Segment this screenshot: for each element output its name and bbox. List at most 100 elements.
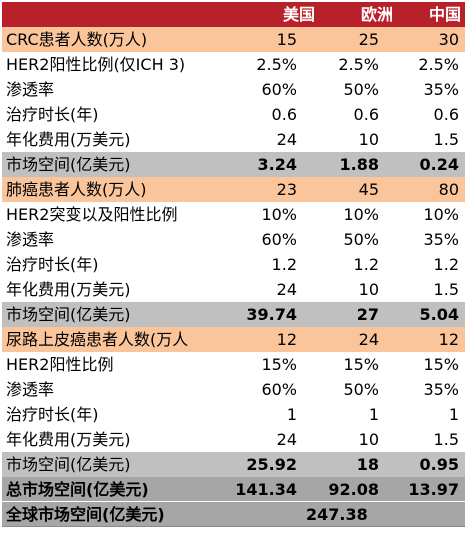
row-label: 渗透率: [6, 230, 55, 249]
table-row: 治疗时长(年) 0.6 0.6 0.6: [2, 102, 465, 127]
header-china: 中国: [428, 5, 461, 24]
cell-europe: 1.88: [339, 155, 379, 174]
cell-usa: 10%: [261, 205, 297, 224]
cell-europe: 10: [358, 280, 379, 299]
cell-usa: 1: [286, 405, 297, 424]
cell-europe: 24: [358, 330, 379, 349]
row-label: 市场空间(亿美元): [6, 155, 131, 174]
table-row: 市场空间(亿美元) 39.74 27 5.04: [2, 302, 465, 327]
cell-usa: 24: [276, 130, 297, 149]
cell-europe: 50%: [343, 380, 379, 399]
cell-usa: 1.2: [271, 255, 297, 274]
cell-usa: 24: [276, 280, 297, 299]
table-row: 尿路上皮癌患者人数(万人 12 24 12: [2, 327, 465, 352]
cell-usa: 60%: [261, 230, 297, 249]
table-row: 年化费用(万美元) 24 10 1.5: [2, 277, 465, 302]
cell-china: 1.2: [433, 255, 459, 274]
header-usa: 美国: [282, 5, 315, 24]
row-label: HER2阳性比例(仅ICH 3): [6, 55, 186, 74]
cell-china: 1: [448, 405, 459, 424]
row-label: 治疗时长(年): [6, 405, 99, 424]
table-row: CRC患者人数(万人) 15 25 30: [2, 27, 465, 52]
cell-usa: 15%: [261, 355, 297, 374]
cell-usa: 15: [276, 30, 297, 49]
table-row: 市场空间(亿美元) 3.24 1.88 0.24: [2, 152, 465, 177]
cell-europe: 10: [358, 130, 379, 149]
row-label: 治疗时长(年): [6, 255, 99, 274]
total-label: 总市场空间(亿美元): [6, 480, 149, 499]
cell-china: 10%: [423, 205, 459, 224]
total-europe: 92.08: [328, 480, 379, 499]
cell-europe: 50%: [343, 230, 379, 249]
cell-europe: 45: [358, 180, 379, 199]
cell-china: 12: [438, 330, 459, 349]
table-row: 渗透率 60% 50% 35%: [2, 77, 465, 102]
table-row: 肺癌患者人数(万人) 23 45 80: [2, 177, 465, 202]
row-label: 年化费用(万美元): [6, 280, 131, 299]
cell-europe: 0.6: [353, 105, 379, 124]
market-size-table: 美国 欧洲 中国 CRC患者人数(万人) 15 25 30 HER2阳性比例(仅…: [2, 2, 465, 527]
cell-europe: 50%: [343, 80, 379, 99]
cell-europe: 25: [358, 30, 379, 49]
cell-usa: 3.24: [257, 155, 297, 174]
cell-china: 35%: [423, 230, 459, 249]
row-label: HER2阳性比例: [6, 355, 114, 374]
row-label: 年化费用(万美元): [6, 130, 131, 149]
row-label: 市场空间(亿美元): [6, 305, 131, 324]
cell-usa: 2.5%: [256, 55, 297, 74]
table-row: 渗透率 60% 50% 35%: [2, 377, 465, 402]
row-label: 年化费用(万美元): [6, 430, 131, 449]
table-row: 年化费用(万美元) 24 10 1.5: [2, 427, 465, 452]
total-row: 总市场空间(亿美元) 141.34 92.08 13.97: [2, 477, 465, 502]
cell-europe: 27: [356, 305, 379, 324]
cell-china: 30: [438, 30, 459, 49]
table-row: 年化费用(万美元) 24 10 1.5: [2, 127, 465, 152]
cell-china: 15%: [423, 355, 459, 374]
total-china: 13.97: [408, 480, 459, 499]
cell-china: 80: [438, 180, 459, 199]
cell-china: 0.6: [433, 105, 459, 124]
table-header-row: 美国 欧洲 中国: [2, 2, 465, 27]
cell-europe: 1.2: [353, 255, 379, 274]
total-usa: 141.34: [235, 480, 297, 499]
cell-china: 35%: [423, 80, 459, 99]
global-total-value: 247.38: [306, 505, 368, 524]
row-label: 肺癌患者人数(万人): [6, 180, 147, 199]
cell-china: 1.5: [433, 430, 459, 449]
cell-europe: 18: [356, 455, 379, 474]
table-row: 市场空间(亿美元) 25.92 18 0.95: [2, 452, 465, 477]
cell-usa: 12: [276, 330, 297, 349]
cell-usa: 60%: [261, 80, 297, 99]
cell-usa: 24: [276, 430, 297, 449]
table-row: HER2突变以及阳性比例 10% 10% 10%: [2, 202, 465, 227]
global-total-row: 全球市场空间(亿美元) 247.38: [2, 502, 465, 527]
table-row: HER2阳性比例(仅ICH 3) 2.5% 2.5% 2.5%: [2, 52, 465, 77]
cell-europe: 15%: [343, 355, 379, 374]
cell-china: 1.5: [433, 280, 459, 299]
row-label: 市场空间(亿美元): [6, 455, 131, 474]
cell-usa: 0.6: [271, 105, 297, 124]
row-label: 渗透率: [6, 80, 55, 99]
table-row: 治疗时长(年) 1.2 1.2 1.2: [2, 252, 465, 277]
cell-europe: 10%: [343, 205, 379, 224]
cell-europe: 2.5%: [338, 55, 379, 74]
table-row: 渗透率 60% 50% 35%: [2, 227, 465, 252]
cell-china: 0.95: [419, 455, 459, 474]
row-label: HER2突变以及阳性比例: [6, 205, 178, 224]
cell-china: 2.5%: [418, 55, 459, 74]
cell-china: 35%: [423, 380, 459, 399]
row-label: 治疗时长(年): [6, 105, 99, 124]
cell-china: 0.24: [419, 155, 459, 174]
cell-europe: 10: [358, 430, 379, 449]
header-europe: 欧洲: [360, 5, 393, 24]
cell-china: 1.5: [433, 130, 459, 149]
row-label: CRC患者人数(万人): [6, 30, 148, 49]
cell-usa: 25.92: [246, 455, 297, 474]
cell-europe: 1: [368, 405, 379, 424]
cell-usa: 60%: [261, 380, 297, 399]
cell-usa: 39.74: [246, 305, 297, 324]
table-row: HER2阳性比例 15% 15% 15%: [2, 352, 465, 377]
global-total-label: 全球市场空间(亿美元): [6, 505, 165, 524]
table-row: 治疗时长(年) 1 1 1: [2, 402, 465, 427]
row-label: 渗透率: [6, 380, 55, 399]
